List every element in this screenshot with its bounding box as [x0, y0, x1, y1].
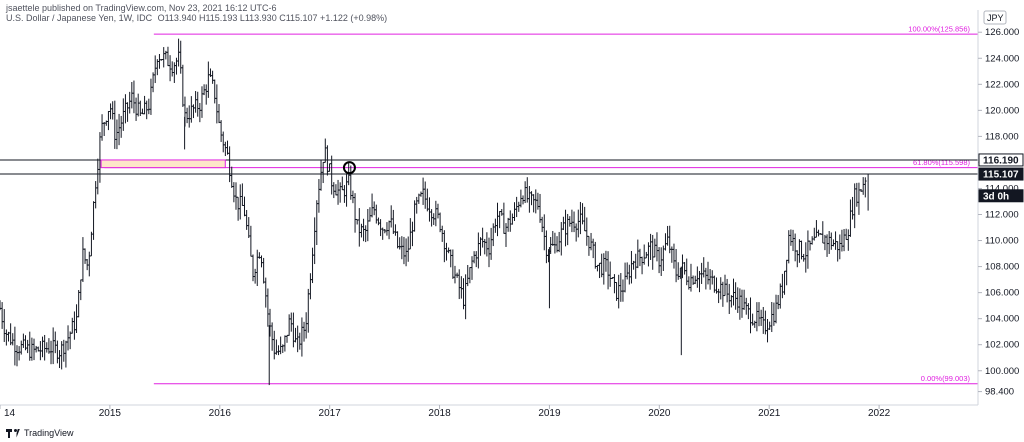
symbol-ohlc-line: U.S. Dollar / Japanese Yen, 1W, IDC O113… [6, 13, 390, 23]
highlight-zone[interactable] [100, 159, 226, 169]
tradingview-logo-icon [6, 428, 20, 438]
x-tick-label: 2022 [868, 408, 891, 419]
fib-level-label: 100.00%(125.856) [908, 25, 970, 34]
y-tick-label: 120.000 [985, 105, 1019, 116]
y-tick-label: 104.000 [985, 314, 1019, 325]
y-tick-label: 110.000 [985, 236, 1019, 247]
fibonacci-retracement[interactable]: 100.00%(125.856) 61.80%(115.598) 0.00%(99.… [104, 25, 978, 385]
circle-marker[interactable] [342, 161, 356, 175]
x-tick-label: 14 [4, 408, 16, 419]
circle-annotation[interactable] [342, 161, 356, 175]
publisher-line: jsaettele published on TradingView.com, … [6, 3, 277, 13]
y-tick-label: 100.000 [985, 366, 1019, 377]
price-label-text: 116.190 [983, 155, 1019, 166]
price-label-box [978, 167, 1024, 181]
x-tick-label: 2017 [319, 408, 342, 419]
x-tick-label: 2016 [209, 408, 232, 419]
axes: 98.400 100.000 102.000 104.000 106.000 108.00… [0, 10, 1019, 419]
y-tick-label: 106.000 [985, 288, 1019, 299]
y-tick-label: 124.000 [985, 53, 1019, 64]
price-label-text: 3d 0h [983, 191, 1009, 202]
y-tick-label: 122.000 [985, 79, 1019, 90]
x-tick-label: 2018 [428, 408, 451, 419]
y-tick-label: 98.400 [985, 387, 1014, 398]
price-label-box [978, 153, 1024, 167]
y-tick-label: 112.000 [985, 210, 1019, 221]
support-zone-rect[interactable] [100, 159, 226, 169]
brand-name: TradingView [24, 428, 74, 438]
y-tick-label: 114.000 [985, 183, 1019, 194]
currency-box [983, 10, 1007, 25]
footer: TradingView [6, 428, 74, 438]
y-tick-label: 108.000 [985, 262, 1019, 273]
price-label-box [978, 189, 1024, 203]
x-tick-label: 2019 [538, 408, 561, 419]
symbol-name: U.S. Dollar / Japanese Yen, 1W, IDC [6, 13, 153, 23]
chart-header: jsaettele published on TradingView.com, … [6, 3, 390, 23]
price-label-text: 115.107 [983, 170, 1019, 181]
currency-label: JPY [987, 13, 1004, 23]
ohlc-values: O113.940 H115.193 L113.930 C115.107 +1.1… [157, 13, 388, 23]
fib-level-label: 61.80%(115.598) [913, 158, 970, 167]
y-tick-label: 126.000 [985, 27, 1019, 38]
y-tick-label: 102.000 [985, 340, 1019, 351]
x-tick-label: 2020 [648, 408, 671, 419]
price-labels: 116.190 115.107 3d 0h [978, 153, 1024, 203]
price-bars [0, 38, 869, 386]
fib-level-label: 0.00%(99.003) [921, 374, 971, 383]
x-tick-label: 2015 [99, 408, 122, 419]
y-tick-label: 118.000 [985, 131, 1019, 142]
x-tick-label: 2021 [758, 408, 781, 419]
